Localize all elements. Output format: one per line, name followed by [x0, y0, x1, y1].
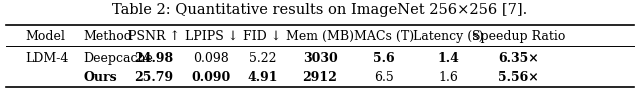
Text: 5.56×: 5.56× — [498, 71, 539, 84]
Text: LDM-4: LDM-4 — [26, 52, 69, 65]
Text: Model: Model — [26, 30, 65, 43]
Text: 4.91: 4.91 — [247, 71, 278, 84]
Text: Mem (MB): Mem (MB) — [286, 30, 354, 43]
Text: 6.5: 6.5 — [374, 71, 394, 84]
Text: 3030: 3030 — [303, 52, 337, 65]
Text: Speedup Ratio: Speedup Ratio — [472, 30, 565, 43]
Text: 1.6: 1.6 — [438, 71, 458, 84]
Text: Ours: Ours — [83, 71, 117, 84]
Text: Method: Method — [83, 30, 132, 43]
Text: FID ↓: FID ↓ — [243, 30, 282, 43]
Text: 0.090: 0.090 — [191, 71, 231, 84]
Text: 5.22: 5.22 — [249, 52, 276, 65]
Text: 0.098: 0.098 — [193, 52, 229, 65]
Text: 6.35×: 6.35× — [498, 52, 539, 65]
Text: LPIPS ↓: LPIPS ↓ — [184, 30, 238, 43]
Text: 24.98: 24.98 — [134, 52, 173, 65]
Text: 2912: 2912 — [303, 71, 337, 84]
Text: Table 2: Quantitative results on ImageNet 256×256 [7].: Table 2: Quantitative results on ImageNe… — [113, 3, 527, 17]
Text: PSNR ↑: PSNR ↑ — [127, 30, 180, 43]
Text: 5.6: 5.6 — [373, 52, 395, 65]
Text: 25.79: 25.79 — [134, 71, 173, 84]
Text: 1.4: 1.4 — [437, 52, 459, 65]
Text: MACs (T): MACs (T) — [354, 30, 414, 43]
Text: Deepcache: Deepcache — [83, 52, 153, 65]
Text: Latency (s): Latency (s) — [413, 30, 483, 43]
